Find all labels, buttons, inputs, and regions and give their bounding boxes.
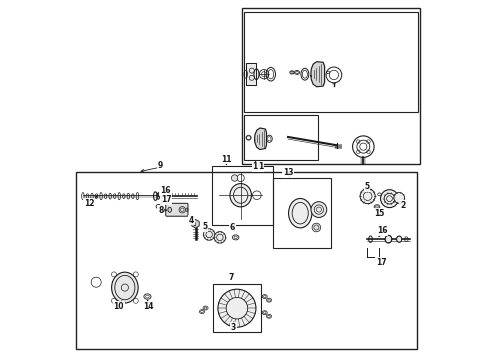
- Circle shape: [394, 193, 405, 203]
- Text: 1: 1: [258, 162, 263, 171]
- Ellipse shape: [254, 69, 259, 80]
- Circle shape: [312, 223, 320, 232]
- Polygon shape: [245, 63, 256, 85]
- Polygon shape: [311, 62, 324, 87]
- Text: 2: 2: [400, 201, 405, 210]
- Circle shape: [360, 189, 375, 204]
- Text: 10: 10: [114, 302, 124, 311]
- Text: 6: 6: [230, 223, 235, 232]
- Ellipse shape: [168, 207, 172, 212]
- Circle shape: [203, 229, 215, 240]
- Ellipse shape: [112, 272, 138, 303]
- Bar: [245, 116, 318, 160]
- Text: 17: 17: [376, 258, 387, 267]
- Circle shape: [218, 289, 256, 327]
- Bar: [273, 178, 331, 248]
- Circle shape: [381, 190, 398, 208]
- Text: 14: 14: [143, 302, 153, 311]
- Ellipse shape: [385, 235, 392, 243]
- Text: 1: 1: [252, 162, 258, 171]
- Bar: [213, 284, 261, 332]
- Polygon shape: [255, 128, 267, 149]
- Ellipse shape: [289, 198, 312, 228]
- Text: 16: 16: [377, 226, 387, 235]
- Text: 11: 11: [220, 155, 231, 164]
- Circle shape: [214, 231, 225, 243]
- Circle shape: [231, 175, 238, 181]
- Text: 16: 16: [160, 186, 171, 195]
- Bar: [76, 172, 417, 349]
- Circle shape: [311, 202, 327, 217]
- Text: 3: 3: [231, 323, 236, 332]
- Text: 5: 5: [202, 222, 207, 231]
- Text: 5: 5: [365, 182, 369, 191]
- FancyBboxPatch shape: [166, 203, 188, 216]
- Bar: [245, 12, 418, 112]
- Text: 13: 13: [283, 168, 294, 177]
- Text: 7: 7: [229, 273, 234, 282]
- Ellipse shape: [230, 184, 251, 207]
- Text: 9: 9: [158, 161, 163, 170]
- Text: 4: 4: [189, 216, 194, 225]
- Bar: [212, 166, 273, 225]
- Text: 15: 15: [374, 209, 385, 218]
- Bar: [242, 8, 419, 164]
- Text: 8: 8: [158, 206, 163, 215]
- Text: 17: 17: [161, 195, 171, 204]
- Ellipse shape: [397, 236, 402, 242]
- Text: 12: 12: [84, 199, 94, 208]
